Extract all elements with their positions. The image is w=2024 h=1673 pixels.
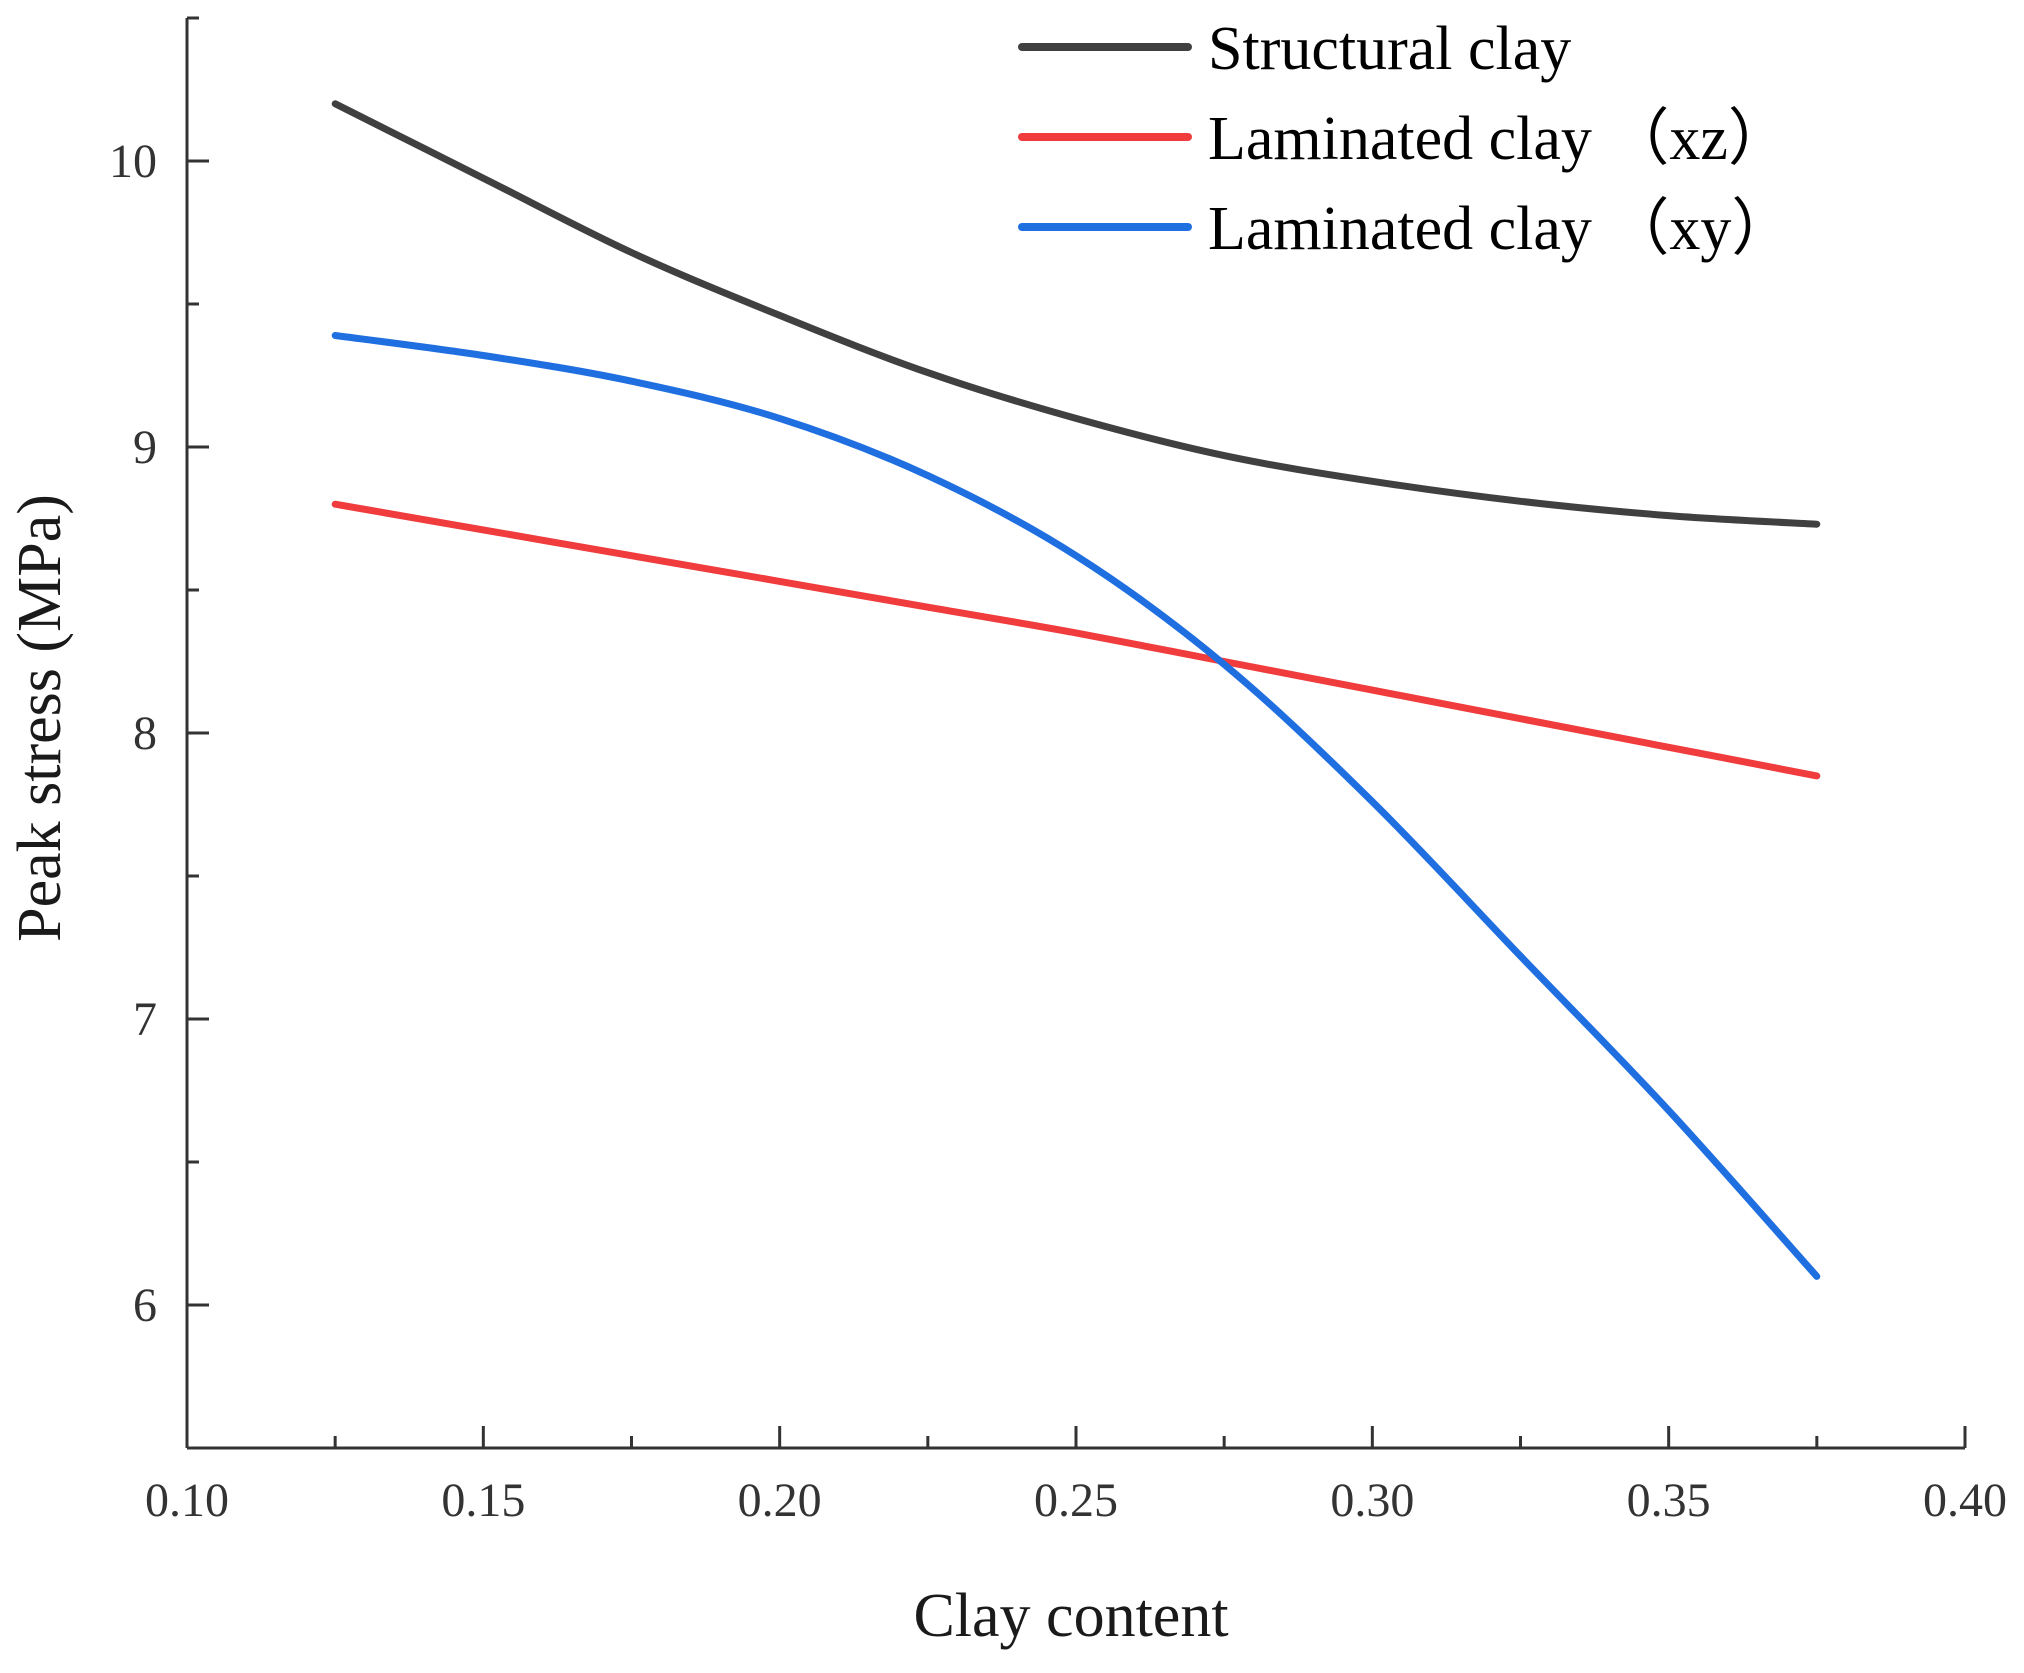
series-line-2 xyxy=(331,500,1821,780)
x-tick-label: 0.30 xyxy=(1330,1474,1414,1527)
series-layer xyxy=(331,100,1821,1280)
legend-label-2: Laminated clay （xz） xyxy=(1208,105,1790,173)
x-tick-label: 0.25 xyxy=(1034,1474,1118,1527)
series-line-1 xyxy=(331,100,1821,528)
legend: Structural clay Laminated clay （xz） Lamina… xyxy=(1018,15,1793,263)
y-axis-title: Peak stress (MPa) xyxy=(6,494,74,942)
legend-label-3: Laminated clay （xy） xyxy=(1208,195,1793,263)
x-axis-title: Clay content xyxy=(913,1582,1228,1650)
y-tick-label: 9 xyxy=(133,421,157,474)
x-tick-label: 0.15 xyxy=(441,1474,525,1527)
y-tick-label: 8 xyxy=(133,707,157,760)
series-line-3 xyxy=(331,332,1821,1280)
y-tick-label: 7 xyxy=(133,993,157,1046)
y-tick-label: 10 xyxy=(109,135,157,188)
legend-label-1: Structural clay xyxy=(1208,15,1571,83)
axes: 0.10 0.15 0.20 0.25 0.30 0.35 0.40 6 7 8 9 10 xyxy=(109,16,2007,1527)
x-tick-label: 0.35 xyxy=(1627,1474,1711,1527)
x-tick-label: 0.10 xyxy=(145,1474,229,1527)
x-tick-label: 0.40 xyxy=(1923,1474,2007,1527)
x-tick-label: 0.20 xyxy=(738,1474,822,1527)
y-tick-label: 6 xyxy=(133,1279,157,1332)
